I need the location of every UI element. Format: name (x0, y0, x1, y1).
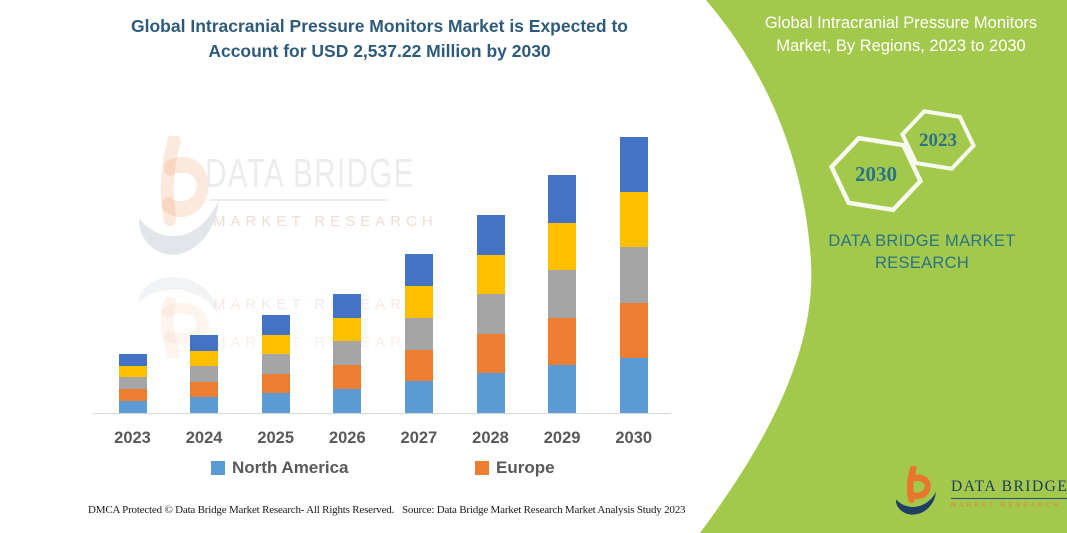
bar-segment (333, 317, 362, 342)
brand-name-line2: RESEARCH (874, 254, 970, 272)
hexagon-left-year: 2030 (855, 162, 897, 186)
bar-segment (476, 373, 505, 413)
panel-title: Global Intracranial Pressure Monitors Ma… (742, 12, 1060, 58)
bar-segment (404, 381, 433, 413)
page-title: Global Intracranial Pressure Monitors Ma… (72, 14, 687, 64)
x-axis-label-2025: 2025 (257, 429, 295, 447)
bar-segment (619, 137, 648, 193)
bar-segment (333, 341, 362, 366)
hexagon-2030-icon (826, 135, 925, 214)
bar-segment (118, 389, 147, 402)
legend-label: North America (232, 458, 349, 477)
bar-segment (190, 397, 219, 413)
bar-segment (190, 381, 219, 398)
bar-segment (619, 357, 648, 413)
bar-segment (261, 393, 290, 413)
bar-2029 (548, 175, 577, 413)
data-bridge-logo-icon (893, 466, 943, 520)
bar-segment (548, 365, 577, 413)
bar-2025 (261, 314, 290, 413)
bar-2030 (619, 137, 648, 413)
bar-2024 (190, 334, 219, 413)
bar-segment (190, 334, 219, 351)
bar-segment (118, 401, 147, 413)
bar-segment (190, 350, 219, 367)
watermark-subtitle-faint: MARKET RESEARCH (213, 296, 438, 313)
x-axis-label-2026: 2026 (328, 429, 366, 447)
bar-segment (261, 373, 290, 394)
page-title-line1: Global Intracranial Pressure Monitors Ma… (131, 16, 628, 36)
footer-logo: DATA BRIDGE MARKET RESEARCH (893, 466, 1067, 520)
x-axis-label-2029: 2029 (543, 429, 581, 447)
hexagon-2023-icon (898, 108, 977, 171)
bar-segment (118, 365, 147, 378)
footer-logo-text: DATA BRIDGE MARKET RESEARCH (951, 478, 1067, 509)
x-axis-label-2023: 2023 (114, 429, 151, 447)
bar-segment (404, 349, 433, 382)
bar-segment (261, 354, 290, 374)
legend-swatch-icon (211, 461, 225, 475)
bar-segment (333, 365, 362, 390)
brand-name-line1: DATA BRIDGE MARKET (828, 232, 1016, 250)
bar-segment (404, 286, 433, 318)
brand-name-text: DATA BRIDGE MARKET RESEARCH (812, 230, 1032, 274)
chart-legend: North America Europe (0, 458, 720, 478)
footer-copyright: DMCA Protected © Data Bridge Market Rese… (88, 504, 395, 516)
hexagon-right-year: 2023 (919, 130, 957, 151)
bar-segment (548, 270, 577, 318)
legend-item-north-america: North America (211, 458, 349, 478)
bar-segment (261, 334, 290, 355)
watermark-subtitle: MARKET RESEARCH (213, 213, 438, 230)
watermark-underline (210, 199, 388, 201)
watermark-title: DATA BRIDGE (205, 150, 415, 196)
bar-2027 (404, 254, 433, 413)
year-hexagons: 2030 2023 (810, 100, 990, 220)
bar-segment (476, 333, 505, 374)
bar-2026 (333, 293, 362, 413)
page-title-line2: Account for USD 2,537.22 Million by 2030 (208, 41, 551, 61)
bar-segment (619, 192, 648, 248)
legend-item-europe: Europe (475, 458, 555, 478)
bar-segment (476, 215, 505, 255)
bar-segment (404, 254, 433, 286)
legend-label: Europe (496, 458, 555, 477)
bar-segment (190, 366, 219, 382)
footer-logo-tagline: MARKET RESEARCH (951, 501, 1061, 509)
x-axis-label-2024: 2024 (185, 429, 223, 447)
bar-segment (548, 175, 577, 223)
bar-2023 (118, 353, 147, 413)
bar-segment (118, 377, 147, 390)
bar-segment (333, 293, 362, 318)
bar-segment (404, 317, 433, 350)
bar-segment (619, 302, 648, 358)
bar-segment (619, 247, 648, 303)
bar-segment (548, 317, 577, 366)
legend-swatch-icon (475, 461, 489, 475)
bar-segment (476, 294, 505, 334)
x-axis-labels: 2023 2024 2025 2026 2027 2028 2029 2030 (0, 429, 720, 451)
x-axis-label-2028: 2028 (472, 429, 509, 447)
bar-segment (118, 353, 147, 366)
bar-2028 (476, 215, 505, 413)
footer-source: Source: Data Bridge Market Research Mark… (402, 504, 686, 516)
panel-title-line2: Market, By Regions, 2023 to 2030 (776, 37, 1026, 55)
x-axis-label-2027: 2027 (400, 429, 438, 447)
bar-segment (548, 222, 577, 271)
footer-logo-name: DATA BRIDGE (951, 478, 1067, 499)
bar-chart-plot-area (93, 130, 671, 414)
x-axis-label-2030: 2030 (615, 429, 653, 447)
bar-segment (333, 389, 362, 413)
bar-segment (261, 314, 290, 335)
panel-title-line1: Global Intracranial Pressure Monitors (764, 14, 1038, 32)
bar-segment (476, 254, 505, 295)
